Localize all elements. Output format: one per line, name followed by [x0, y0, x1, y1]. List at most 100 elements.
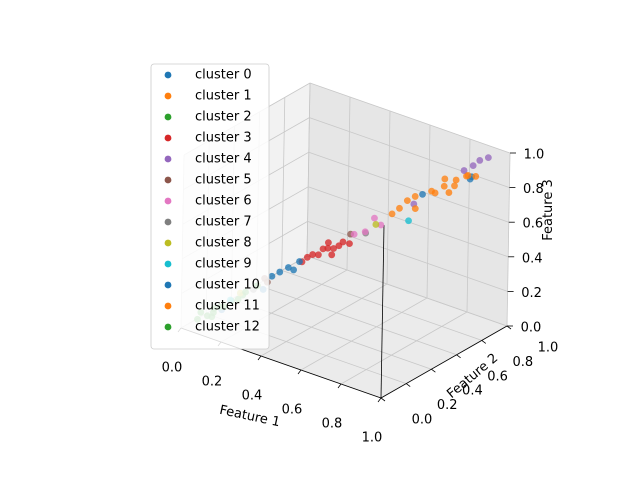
- x-tick-label: 0.6: [282, 403, 303, 418]
- x-tick-label: 0.2: [202, 375, 223, 390]
- data-point-cluster-6: [377, 221, 385, 229]
- legend-marker-cluster-9: [164, 260, 172, 268]
- grid-line-z-back: [308, 151, 509, 223]
- data-point-cluster-0: [296, 258, 303, 265]
- data-point-cluster-6: [361, 228, 369, 236]
- grid-line-y-floor: [281, 270, 482, 341]
- legend-frame: [150, 63, 270, 350]
- legend-label-cluster-1: cluster 1: [195, 89, 252, 104]
- grid-line-x-floor: [260, 283, 388, 357]
- z-axis-title: Feature 3: [541, 179, 556, 241]
- y-tick-label: 0.6: [487, 369, 508, 384]
- data-point-cluster-4: [484, 154, 492, 162]
- legend-marker-cluster-8: [164, 239, 172, 247]
- legend-label-cluster-8: cluster 8: [195, 236, 252, 251]
- data-point-cluster-3: [315, 251, 322, 259]
- data-point-cluster-3: [303, 253, 311, 261]
- y-tick-mark: [380, 397, 386, 402]
- data-point-cluster-6: [371, 214, 378, 222]
- legend-marker-cluster-2: [164, 113, 172, 121]
- legend-marker-cluster-4: [164, 155, 172, 163]
- data-point-cluster-4: [469, 162, 477, 170]
- x-tick-mark: [297, 369, 302, 375]
- legend-label-cluster-7: cluster 7: [195, 215, 252, 230]
- legend-label-cluster-6: cluster 6: [195, 194, 252, 209]
- legend-label-cluster-4: cluster 4: [195, 152, 252, 167]
- y-tick-label: 0.2: [437, 398, 458, 413]
- z-tick-label: 0.0: [521, 321, 542, 336]
- data-point-cluster-0: [276, 268, 284, 276]
- data-point-cluster-1: [441, 175, 449, 183]
- z-tick-label: 0.6: [522, 217, 543, 232]
- data-point-cluster-3: [346, 240, 353, 248]
- data-point-cluster-3: [325, 239, 332, 247]
- grid-line-x-back: [386, 110, 391, 285]
- data-point-cluster-0: [290, 266, 297, 274]
- y-axis-line: [380, 325, 508, 399]
- y-tick-mark: [431, 368, 436, 373]
- x-tick-mark: [377, 397, 382, 403]
- y-tick-mark: [405, 383, 411, 387]
- legend-label-cluster-11: cluster 11: [195, 299, 260, 314]
- legend: cluster 0 cluster 1 cluster 2 cluster 3 clus…: [150, 63, 270, 350]
- legend-label-cluster-0: cluster 0: [195, 68, 252, 83]
- data-point-cluster-9: [405, 217, 412, 225]
- legend-marker-cluster-12: [164, 323, 172, 331]
- grid-line-y-floor: [306, 255, 508, 327]
- data-point-cluster-1: [445, 189, 453, 196]
- legend-label-cluster-12: cluster 12: [195, 320, 260, 335]
- data-point-cluster-11: [396, 204, 403, 212]
- y-tick-label: 0.4: [462, 384, 483, 399]
- data-point-cluster-3: [330, 245, 337, 252]
- z-tick-label: 0.8: [523, 182, 544, 197]
- data-point-cluster-3: [328, 251, 336, 259]
- legend-label-cluster-10: cluster 10: [195, 278, 260, 293]
- data-point-cluster-1: [451, 182, 458, 190]
- x-tick-label: 0.4: [242, 389, 263, 404]
- grid-line-x-back: [466, 138, 471, 313]
- grid-line-y-floor: [256, 284, 457, 356]
- legend-marker-cluster-3: [164, 134, 172, 142]
- x-tick-label: 0.8: [322, 417, 343, 432]
- legend-marker-cluster-5: [164, 176, 172, 184]
- data-point-cluster-11: [388, 210, 396, 218]
- legend-marker-cluster-11: [164, 302, 172, 310]
- data-point-cluster-8: [372, 221, 380, 228]
- axis-ticks: 0.0 0.2 0.4 0.6 0.8 1.0 0.0 0.2 0.4 0.6 0.8 1.0 0.0 0…: [162, 148, 559, 446]
- legend-marker-cluster-0: [164, 71, 172, 79]
- data-point-cluster-4: [476, 157, 484, 164]
- data-point-cluster-3: [324, 244, 332, 252]
- z-axis-line: [380, 224, 385, 399]
- grid-line-z-back: [307, 221, 508, 292]
- data-point-cluster-0: [268, 272, 276, 280]
- legend-marker-cluster-7: [164, 218, 172, 226]
- y-tick-label: 0.0: [412, 413, 433, 428]
- y-tick-mark: [481, 340, 487, 344]
- z-tick-label: 0.4: [522, 251, 543, 266]
- data-point-cluster-0: [284, 264, 292, 271]
- grid-line-x-floor: [340, 311, 468, 385]
- data-point-cluster-1: [452, 176, 460, 184]
- z-tick-label: 0.2: [521, 286, 542, 301]
- x-tick-mark: [257, 355, 262, 361]
- legend-label-cluster-5: cluster 5: [195, 173, 252, 188]
- y-tick-label: 0.8: [512, 355, 533, 370]
- legend-label-cluster-2: cluster 2: [195, 110, 252, 125]
- legend-label-cluster-3: cluster 3: [195, 131, 252, 146]
- grid-line-z-back: [309, 82, 511, 154]
- data-point-cluster-11: [411, 205, 419, 213]
- data-point-cluster-1: [472, 173, 480, 180]
- y-tick-label: 1.0: [538, 341, 559, 356]
- grid-line-x-floor: [300, 297, 428, 371]
- y-tick-mark: [506, 325, 512, 330]
- z-tick-label: 1.0: [524, 148, 545, 163]
- data-point-cluster-11: [411, 193, 419, 200]
- x-tick-label: 0.0: [162, 361, 183, 376]
- data-point-cluster-6: [350, 230, 358, 238]
- legend-marker-cluster-10: [164, 281, 172, 289]
- grid-line-y-left: [306, 82, 311, 257]
- x-axis-title: Feature 1: [218, 403, 281, 430]
- y-tick-mark: [456, 354, 461, 359]
- data-point-cluster-1: [464, 172, 472, 179]
